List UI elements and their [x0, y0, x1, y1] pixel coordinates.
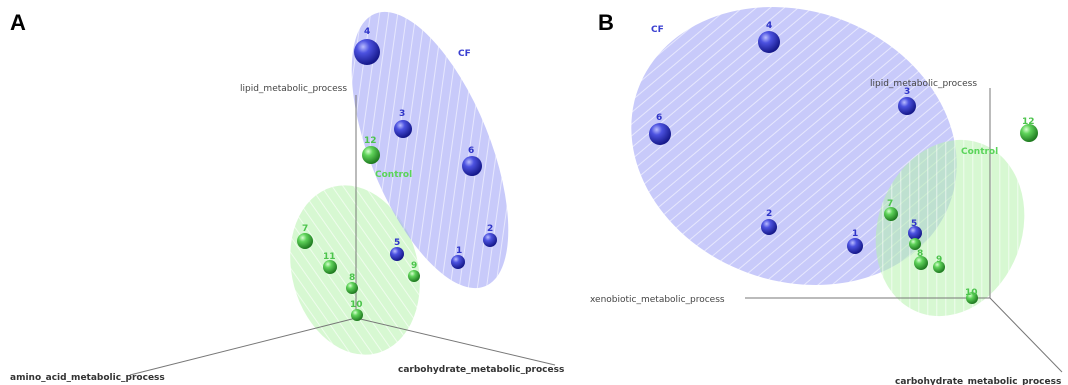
panel-b-point-12: 12	[1020, 117, 1038, 142]
panel-a-sphere-5	[390, 247, 404, 261]
panel-a-left-axis	[130, 318, 356, 375]
panel-a-point-label: 1	[456, 246, 462, 256]
panel-b-vertical-axis-label: lipid_metabolic_process	[870, 79, 977, 89]
panel-a-sphere-9	[408, 270, 420, 282]
panel-a-sphere-3	[394, 120, 412, 138]
panel-b-cf-label: CF	[651, 25, 664, 35]
panel-a-point-label: 9	[411, 261, 417, 271]
panel-a-sphere-7	[297, 233, 313, 249]
panel-a-sphere-2	[483, 233, 497, 247]
panel-a-sphere-11	[323, 260, 337, 274]
panel-a-point-11: 11	[323, 252, 337, 274]
panel-a-sphere-6	[462, 156, 482, 176]
panel-b: B lipid_metabolic_process xenobiotic_met…	[590, 0, 1062, 385]
panel-b-point-label: 3	[904, 87, 910, 97]
panel-a-point-label: 6	[468, 146, 474, 156]
panel-a-sphere-1	[451, 255, 465, 269]
panel-b-point-label: 4	[766, 21, 772, 31]
panel-b-sphere-4	[758, 31, 780, 53]
panel-b-left-axis-label: xenobiotic_metabolic_process	[590, 295, 725, 305]
panel-b-sphere-7	[884, 207, 898, 221]
panel-a-point-label: 3	[399, 109, 405, 119]
panel-b-point-label: 9	[936, 255, 942, 265]
panel-a-sphere-8	[346, 282, 358, 294]
panel-a-cf-label: CF	[458, 49, 471, 59]
panel-a-point-label: 5	[394, 238, 400, 248]
panel-a-letter: A	[10, 10, 26, 35]
panel-a-sphere-12	[362, 146, 380, 164]
panel-a: A lipid_metabolic_process amino_acid_met…	[10, 0, 564, 383]
panel-b-point-label: 8	[917, 249, 923, 259]
panel-b-point-label: 6	[656, 113, 662, 123]
panel-a-right-axis-label: carbohydrate_metabolic_process	[398, 365, 564, 375]
panel-a-sphere-4	[354, 39, 380, 65]
panel-b-right-axis-label: carbohydrate_metabolic_process	[895, 377, 1061, 385]
panel-a-control-label: Control	[375, 170, 412, 180]
panel-b-sphere-2	[761, 219, 777, 235]
panel-b-sphere-1	[847, 238, 863, 254]
panel-a-point-label: 2	[487, 224, 493, 234]
panel-a-point-label: 10	[350, 300, 363, 310]
panel-a-point-label: 11	[323, 252, 336, 262]
panel-b-point-label: 1	[852, 229, 858, 239]
panel-a-vertical-axis-label: lipid_metabolic_process	[240, 84, 347, 94]
panel-a-point-label: 7	[302, 224, 308, 234]
panel-b-right-axis	[990, 298, 1062, 372]
panel-b-point-label: 10	[965, 288, 978, 298]
panel-b-point-label: 5	[911, 219, 917, 229]
panel-b-control-label: Control	[961, 147, 998, 157]
panel-a-point-label: 12	[364, 136, 377, 146]
panel-b-point-label: 2	[766, 209, 772, 219]
panel-b-sphere-3	[898, 97, 916, 115]
panel-a-left-axis-label: amino_acid_metabolic_process	[10, 373, 165, 383]
panel-b-point-label: 7	[887, 199, 893, 209]
panel-b-point-label: 12	[1022, 117, 1035, 127]
panel-a-point-label: 4	[364, 27, 370, 37]
panel-a-sphere-10	[351, 309, 363, 321]
panel-a-point-label: 8	[349, 273, 355, 283]
panel-b-sphere-6	[649, 123, 671, 145]
panel-b-letter: B	[598, 10, 614, 35]
